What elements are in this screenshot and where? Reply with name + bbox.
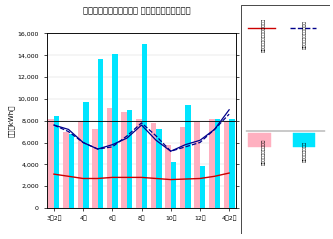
Text: 発電前年同月比（需要）: 発電前年同月比（需要）	[303, 20, 307, 49]
Text: 電力需要実績（需要）: 電力需要実績（需要）	[262, 138, 266, 165]
Bar	[194, 122, 200, 208]
Y-axis label: （％）: （％）	[257, 114, 264, 127]
Bar	[180, 127, 185, 208]
Bar	[63, 132, 69, 208]
Bar	[78, 121, 83, 208]
Bar	[214, 119, 220, 208]
Bar	[54, 116, 60, 208]
Bar	[185, 105, 191, 208]
Bar	[151, 123, 156, 208]
Bar	[200, 167, 205, 208]
Bar	[83, 102, 89, 208]
Bar	[121, 112, 127, 208]
Bar	[98, 59, 103, 208]
Bar	[171, 162, 176, 208]
Text: 発電実績（需要）: 発電実績（需要）	[303, 141, 307, 162]
Bar	[248, 133, 270, 147]
Bar	[107, 108, 112, 208]
Bar	[223, 121, 229, 208]
Bar	[156, 130, 162, 208]
Text: 電力需要実績・発電実績 及び前年同月比の推移: 電力需要実績・発電実績 及び前年同月比の推移	[83, 6, 190, 15]
Bar	[209, 119, 214, 208]
Bar	[136, 119, 142, 208]
Bar	[293, 133, 315, 147]
Bar	[69, 134, 74, 208]
Bar	[229, 119, 235, 208]
Bar	[112, 54, 118, 208]
Text: 電力需要前年同月比（需要）: 電力需要前年同月比（需要）	[262, 17, 266, 52]
Bar	[142, 44, 147, 208]
Bar	[92, 130, 98, 208]
Bar	[48, 119, 54, 208]
Bar	[165, 145, 171, 208]
Y-axis label: （百万kWh）: （百万kWh）	[8, 104, 15, 137]
Bar	[127, 110, 133, 208]
